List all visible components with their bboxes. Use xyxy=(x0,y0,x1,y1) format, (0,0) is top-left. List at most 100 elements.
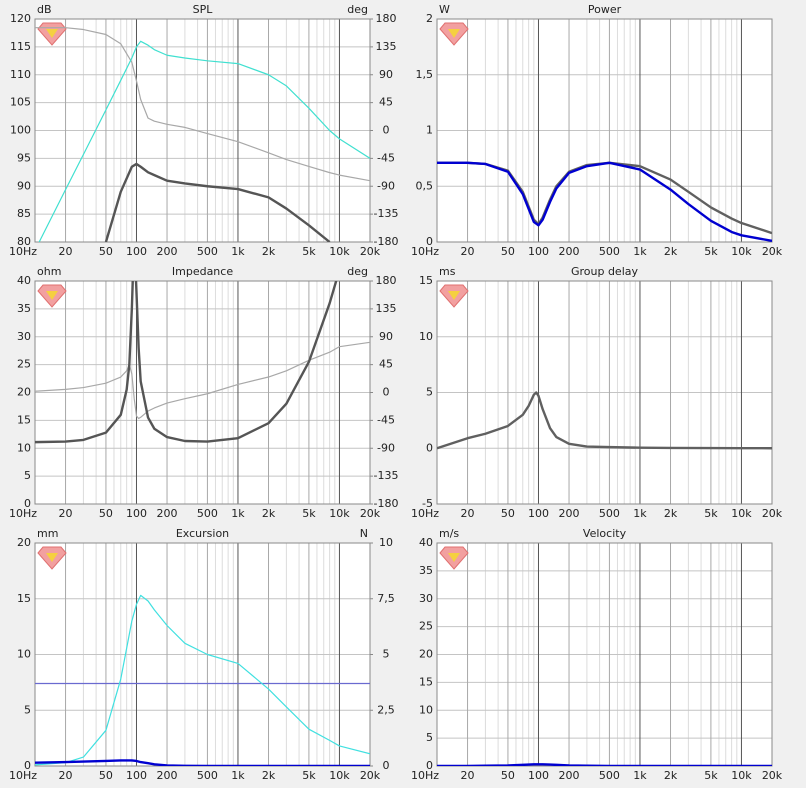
y2-tick-label: 45 xyxy=(379,96,393,109)
series-line xyxy=(35,341,370,420)
x-tick-label: 5k xyxy=(302,769,316,782)
y-tick-label: 80 xyxy=(17,235,31,248)
y-tick-label: 1,5 xyxy=(416,68,434,81)
x-tick-label: 100 xyxy=(528,507,549,520)
series-line xyxy=(35,281,338,444)
x-tick-label: 100 xyxy=(126,507,147,520)
x-tick-label: 10Hz xyxy=(9,507,37,520)
x-tick-label: 10k xyxy=(329,507,350,520)
y-tick-label: 35 xyxy=(419,564,433,577)
x-tick-label: 10Hz xyxy=(411,245,439,258)
y-tick-label: 0 xyxy=(426,441,433,454)
series-line xyxy=(35,27,370,182)
logo xyxy=(439,546,469,570)
y-tick-label: 30 xyxy=(419,592,433,605)
x-tick-label: 1k xyxy=(231,245,245,258)
y-tick-label: 0,5 xyxy=(416,179,434,192)
y-tick-label: 10 xyxy=(419,330,433,343)
x-tick-label: 200 xyxy=(157,769,178,782)
chart-panel: 0 5 10 15 20 25 30 35 40 10Hz 20 50 100 200 500 1k 2k 5k 1… xyxy=(411,527,783,782)
y2-tick-label: -90 xyxy=(377,441,395,454)
x-tick-label: 500 xyxy=(197,507,218,520)
y2-tick-label: 45 xyxy=(379,358,393,371)
logo xyxy=(439,284,469,308)
y2-tick-label: -180 xyxy=(374,497,399,510)
x-tick-label: 5k xyxy=(302,245,316,258)
logo xyxy=(37,22,67,46)
y-tick-label: 10 xyxy=(17,648,31,661)
x-tick-label: 10Hz xyxy=(411,769,439,782)
logo xyxy=(37,546,67,570)
y-tick-label: 20 xyxy=(17,536,31,549)
x-tick-label: 10k xyxy=(731,769,752,782)
y-tick-label: 2 xyxy=(426,12,433,25)
y-tick-label: 15 xyxy=(17,592,31,605)
y2-tick-label: -135 xyxy=(374,207,399,220)
x-tick-label: 50 xyxy=(501,507,515,520)
y2-tick-label: 2,5 xyxy=(377,703,395,716)
y-tick-label: 5 xyxy=(24,469,31,482)
x-tick-label: 20k xyxy=(762,507,783,520)
y-tick-label: 0 xyxy=(24,759,31,772)
chart-title: Power xyxy=(588,3,622,16)
chart-title: Impedance xyxy=(172,265,233,278)
y2-tick-label: 135 xyxy=(376,40,397,53)
y2-tick-label: 0 xyxy=(383,386,390,399)
x-tick-label: 20k xyxy=(762,769,783,782)
logo-inner xyxy=(448,291,460,300)
x-tick-label: 2k xyxy=(262,507,276,520)
plot-border xyxy=(34,18,371,243)
y2-tick-label: -180 xyxy=(374,235,399,248)
x-tick-label: 20k xyxy=(360,245,381,258)
y-tick-label: 15 xyxy=(17,413,31,426)
x-tick-label: 10k xyxy=(329,245,350,258)
chart-panel: 0 0,5 1 1,5 2 10Hz 20 50 100 200 500 1k 2k 5k 10k 20k Po… xyxy=(411,3,783,258)
y-tick-label: 5 xyxy=(426,386,433,399)
x-tick-label: 200 xyxy=(157,507,178,520)
series-line xyxy=(104,162,331,242)
y2-tick-label: -45 xyxy=(377,151,395,164)
y2-tick-label: 90 xyxy=(379,68,393,81)
y2-tick-label: 10 xyxy=(379,536,393,549)
y-tick-label: 85 xyxy=(17,207,31,220)
logo-inner xyxy=(46,29,58,38)
x-tick-label: 500 xyxy=(197,245,218,258)
x-tick-label: 5k xyxy=(704,245,718,258)
chart-title: SPL xyxy=(193,3,214,16)
series-line xyxy=(35,594,370,766)
y-tick-label: 10 xyxy=(419,703,433,716)
logo-inner xyxy=(448,29,460,38)
x-tick-label: 5k xyxy=(704,769,718,782)
x-tick-label: 20 xyxy=(59,769,73,782)
x-tick-label: 100 xyxy=(528,769,549,782)
x-tick-label: 20k xyxy=(360,769,381,782)
series-line xyxy=(437,763,772,766)
x-tick-label: 50 xyxy=(501,245,515,258)
x-tick-label: 1k xyxy=(633,507,647,520)
y2-tick-label: 90 xyxy=(379,330,393,343)
y2-tick-label: 135 xyxy=(376,302,397,315)
x-tick-label: 10k xyxy=(329,769,350,782)
x-tick-label: 1k xyxy=(633,245,647,258)
x-tick-label: 500 xyxy=(197,769,218,782)
x-tick-label: 20 xyxy=(59,507,73,520)
x-tick-label: 2k xyxy=(262,245,276,258)
plot-border xyxy=(436,18,773,243)
series-line xyxy=(437,391,772,450)
x-tick-label: 50 xyxy=(99,245,113,258)
y-tick-label: 40 xyxy=(419,536,433,549)
x-tick-label: 100 xyxy=(528,245,549,258)
y-axis-unit: W xyxy=(439,3,450,16)
y-tick-label: 105 xyxy=(10,96,31,109)
y-tick-label: 30 xyxy=(17,330,31,343)
x-tick-label: 1k xyxy=(231,507,245,520)
chart-title: Group delay xyxy=(571,265,639,278)
x-tick-label: 100 xyxy=(126,769,147,782)
y2-tick-label: 180 xyxy=(376,12,397,25)
y-tick-label: 95 xyxy=(17,151,31,164)
chart-title: Excursion xyxy=(176,527,229,540)
x-tick-label: 200 xyxy=(559,507,580,520)
y-tick-label: 35 xyxy=(17,302,31,315)
